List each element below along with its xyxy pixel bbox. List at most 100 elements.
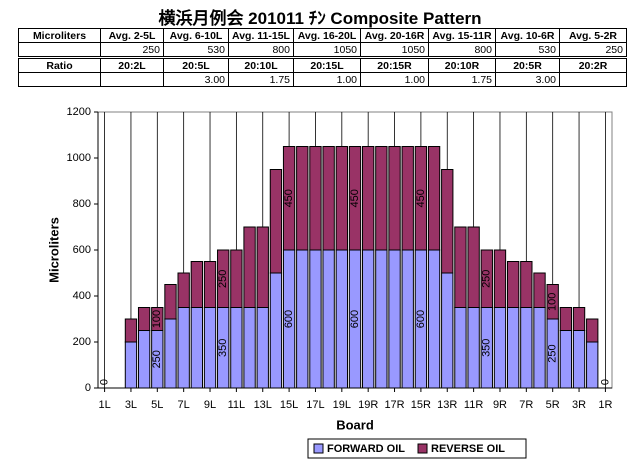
table-cell: Avg. 10-6R: [495, 28, 560, 43]
bar-segment: [296, 146, 309, 251]
bar-segment: [217, 249, 230, 308]
data-label: 450: [349, 189, 361, 207]
data-label: 0: [599, 379, 611, 385]
bar-segment: [309, 249, 322, 389]
bar-segment: [335, 249, 348, 389]
bar-segment: [520, 307, 533, 389]
x-tick-label: 17L: [306, 399, 324, 411]
data-label: 350: [217, 339, 229, 357]
data-label: 600: [415, 310, 427, 328]
bar-segment: [467, 307, 480, 389]
bar-segment: [203, 261, 217, 308]
bar-segment: [124, 341, 138, 389]
bar-segment: [506, 307, 520, 389]
bar-segment: [230, 249, 243, 308]
x-tick-label: 7R: [519, 399, 533, 411]
bar-segment: [164, 284, 177, 320]
table-cell: 1.75: [228, 72, 294, 87]
data-label: 100: [547, 293, 559, 311]
table-cell: 250: [559, 42, 627, 58]
legend-label: FORWARD OIL: [327, 443, 405, 455]
bar-segment: [256, 307, 269, 389]
bar-segment: [243, 226, 256, 308]
bar-segment: [203, 307, 217, 389]
x-tick-label: 13R: [437, 399, 457, 411]
x-tick-label: 19R: [358, 399, 378, 411]
table-row: Microliters Avg. 2-5L Avg. 6-10L Avg. 11-15…: [18, 28, 627, 43]
bar-segment: [533, 272, 546, 308]
table-cell: Avg. 5-2R: [559, 28, 627, 43]
table-row: 250 530 800 1050 1050 800 530 250: [18, 42, 627, 58]
table-cell: 800: [428, 42, 496, 58]
legend: FORWARD OIL REVERSE OIL: [307, 438, 527, 459]
bar-segment: [427, 146, 441, 251]
x-tick-label: 1R: [598, 399, 612, 411]
x-tick-label: 9L: [204, 399, 216, 411]
legend-swatch: [313, 443, 324, 454]
x-tick-label: 1L: [98, 399, 110, 411]
bar-segment: [348, 146, 362, 251]
bar-segment: [243, 307, 256, 389]
table-cell: 800: [228, 42, 294, 58]
data-label: 250: [547, 344, 559, 362]
y-tick-label: 600: [73, 244, 91, 256]
y-tick-label: 400: [73, 290, 91, 302]
table-cell: Avg. 20-16R: [360, 28, 429, 43]
bar-segment: [190, 307, 204, 389]
x-tick-label: 17R: [384, 399, 404, 411]
data-label: 100: [151, 310, 163, 328]
legend-label: REVERSE OIL: [431, 443, 505, 455]
data-label: 0: [98, 379, 110, 385]
table-row: 3.00 1.75 1.00 1.00 1.75 3.00: [18, 72, 627, 87]
data-label: 250: [151, 350, 163, 368]
data-label: 350: [481, 339, 493, 357]
bar-segment: [362, 249, 375, 389]
data-label: 250: [481, 270, 493, 288]
table-cell: 3.00: [163, 72, 229, 87]
bar-segment: [137, 330, 151, 389]
bar-segment: [506, 261, 520, 308]
bar-segment: [375, 146, 388, 251]
bar-segment: [401, 249, 414, 389]
bar-segment: [177, 307, 190, 389]
table-cell: Avg. 6-10L: [163, 28, 229, 43]
bar-segment: [388, 249, 401, 389]
table-cell: 3.00: [495, 72, 560, 87]
bar-segment: [401, 146, 414, 251]
bar-segment: [375, 249, 388, 389]
bar-segment: [230, 307, 243, 389]
table-cell: 530: [495, 42, 560, 58]
bar-segment: [269, 272, 283, 389]
bar-segment: [335, 146, 348, 251]
bar-segment: [586, 341, 599, 389]
y-axis-label: Microliters: [46, 217, 61, 283]
x-tick-label: 9R: [493, 399, 507, 411]
bar-segment: [164, 318, 177, 389]
legend-swatch: [417, 443, 428, 454]
bar-segment: [362, 146, 375, 251]
bar-segment: [322, 249, 335, 389]
y-tick-label: 800: [73, 198, 91, 210]
x-tick-label: 15R: [411, 399, 431, 411]
bar-segment: [572, 307, 586, 331]
bar-segment: [441, 272, 454, 389]
y-tick-label: 0: [85, 382, 91, 394]
bar-segment: [467, 226, 480, 308]
data-label: 450: [283, 189, 295, 207]
bar-segment: [269, 169, 283, 274]
bar-segment: [414, 146, 428, 251]
bar-segment: [493, 249, 507, 308]
bar-segment: [454, 307, 467, 389]
bar-segment: [388, 146, 401, 251]
bar-segment: [322, 146, 335, 251]
bar-segment: [559, 307, 573, 331]
data-label: 600: [349, 310, 361, 328]
x-tick-label: 3R: [572, 399, 586, 411]
x-tick-label: 13L: [254, 399, 272, 411]
bar-segment: [256, 226, 269, 308]
x-tick-label: 5L: [151, 399, 163, 411]
x-tick-label: 5R: [546, 399, 560, 411]
bar-segment: [493, 307, 507, 389]
bar-segment: [137, 307, 151, 331]
